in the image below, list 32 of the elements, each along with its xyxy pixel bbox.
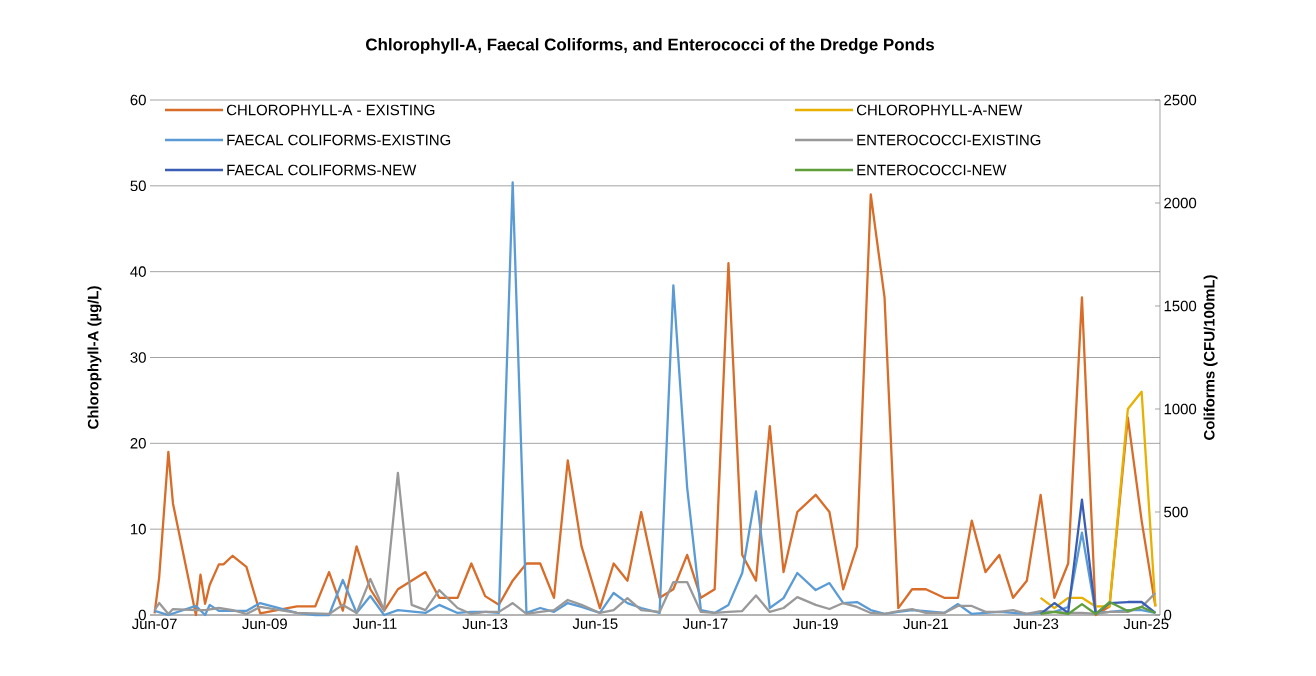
y2-tick-label: 2000 bbox=[1164, 197, 1197, 209]
line-series bbox=[1039, 498, 1157, 616]
x-tick-label: Jun-17 bbox=[682, 618, 728, 629]
legend-label: ENTEROCOCCI-NEW bbox=[857, 164, 1007, 176]
legend-label: ENTEROCOCCI-EXISTING bbox=[857, 134, 1041, 146]
y-tick-label: 60 bbox=[130, 94, 146, 106]
y2-axis-title: Coliforms (CFU/100mL) bbox=[1203, 275, 1218, 440]
y-tick-label: 40 bbox=[130, 266, 146, 277]
x-tick-label: Jun-09 bbox=[242, 618, 287, 630]
legend-label: CHLOROPHYLL-A - EXISTING bbox=[226, 104, 435, 116]
x-tick-label: Jun-11 bbox=[352, 618, 397, 629]
x-tick-label: Jun-21 bbox=[903, 618, 948, 630]
legend-label: FAECAL COLIFORMS-NEW bbox=[227, 164, 417, 176]
x-tick-label: Jun-13 bbox=[462, 618, 508, 630]
line-series bbox=[153, 471, 1157, 616]
y2-tick-label: 2500 bbox=[1164, 94, 1197, 106]
y-tick-label: 20 bbox=[130, 438, 146, 449]
y-tick-label: 30 bbox=[130, 352, 146, 363]
y-tick-label: 50 bbox=[130, 180, 146, 192]
x-tick-label: Jun-23 bbox=[1013, 618, 1059, 630]
line-series bbox=[1039, 390, 1157, 610]
legend-label: FAECAL COLIFORMS-EXISTING bbox=[227, 134, 451, 146]
y2-tick-label: 1000 bbox=[1164, 403, 1197, 415]
line-series bbox=[1039, 600, 1157, 616]
y-tick-label: 10 bbox=[131, 523, 146, 535]
y-axis-title: Chlorophyll-A (µg/L) bbox=[87, 286, 102, 429]
chart-title: Chlorophyll-A, Faecal Coliforms, and Enterococci of the Dredge Ponds bbox=[366, 38, 934, 54]
x-tick-label: Jun-15 bbox=[572, 618, 618, 629]
x-tick-label: Jun-19 bbox=[793, 618, 838, 630]
legend-label: CHLOROPHYLL-A-NEW bbox=[856, 104, 1023, 116]
y2-tick-label: 1500 bbox=[1164, 300, 1197, 312]
y2-tick-label: 500 bbox=[1164, 506, 1188, 518]
